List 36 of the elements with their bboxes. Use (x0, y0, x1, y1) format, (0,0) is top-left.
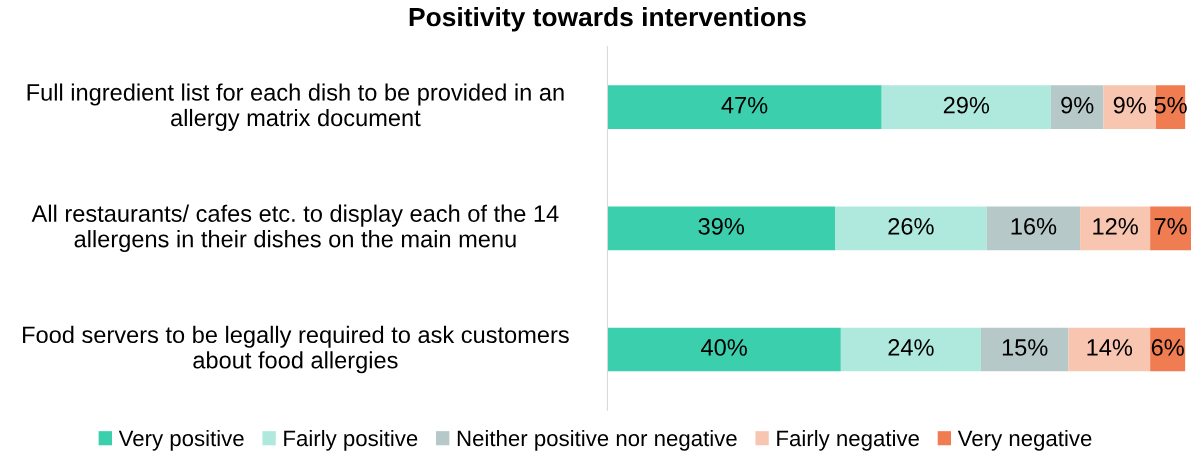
data-label: 29% (943, 96, 990, 114)
data-label: 14% (1087, 339, 1133, 356)
y-tick-label: Full ingredient list for each dish to be provided in an allergy matrix document (27, 83, 564, 131)
data-label: 16% (1011, 217, 1057, 235)
legend-label: Fairly negative (777, 429, 919, 451)
data-label: 9% (1061, 96, 1094, 114)
data-label: 15% (1002, 339, 1048, 356)
data-label: 39% (698, 217, 744, 235)
data-label: 9% (1113, 96, 1146, 114)
legend-label: Neither positive nor negative (457, 429, 737, 451)
bar (840, 327, 981, 372)
legend-label: Very positive (118, 429, 244, 451)
data-label: 47% (721, 96, 768, 114)
bar (986, 206, 1081, 251)
bar (1103, 85, 1156, 129)
bar (1080, 206, 1151, 251)
bar (881, 85, 1051, 129)
data-label: 26% (888, 217, 934, 235)
legend-label: Very negative (957, 429, 1092, 451)
data-label: 24% (888, 339, 934, 356)
y-tick-label: All restaurants/ cafes etc. to display each of the 14 allergens in their dishes on the main menu (31, 204, 559, 253)
bar (1150, 206, 1191, 251)
bar (607, 327, 841, 372)
bar (607, 206, 836, 251)
legend-label: Fairly positive (284, 429, 418, 451)
data-label: 12% (1093, 217, 1138, 235)
bar (1050, 85, 1104, 129)
data-label: 6% (1151, 339, 1184, 356)
data-label: 7% (1154, 218, 1187, 235)
bar (1068, 327, 1151, 372)
chart-title: Positivity towards interventions (409, 6, 806, 32)
bar (607, 85, 882, 129)
bar (835, 206, 987, 251)
y-tick-label: Food servers to be legally required to ask customers about food allergies (23, 325, 569, 374)
data-label: 40% (701, 339, 747, 356)
bar (980, 327, 1069, 372)
